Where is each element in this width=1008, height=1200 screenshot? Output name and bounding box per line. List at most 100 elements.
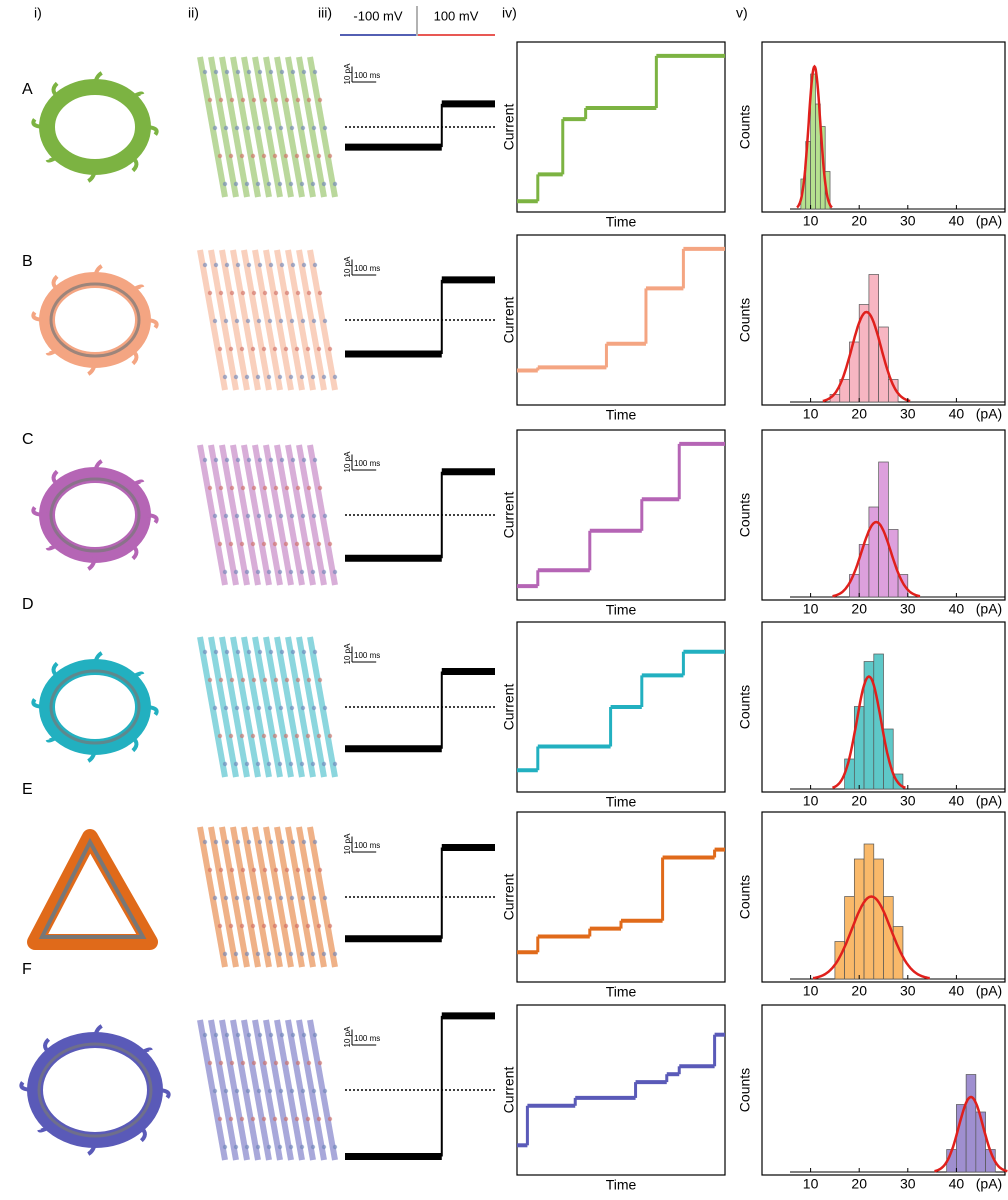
protein-side-view: [197, 444, 338, 586]
histogram-bar: [863, 843, 875, 980]
x-tick-label: 10: [803, 213, 819, 229]
side-chain: [279, 457, 285, 463]
side-chain: [321, 951, 327, 957]
side-chain: [239, 923, 245, 929]
beta-strand: [230, 56, 261, 198]
x-tick-label: 40: [949, 793, 965, 809]
side-chain: [256, 705, 262, 711]
beta-strand: [307, 249, 338, 391]
side-chain: [316, 1116, 322, 1122]
protein-loop: [127, 284, 145, 294]
side-chain: [311, 895, 317, 901]
side-chain: [266, 951, 272, 957]
protein-loop: [127, 153, 139, 173]
beta-strand: [296, 826, 327, 968]
beta-strand: [219, 1019, 250, 1161]
histogram-bar: [868, 506, 879, 598]
row-label: C: [22, 431, 34, 448]
side-chain: [251, 97, 257, 103]
beta-strand: [263, 826, 294, 968]
side-chain: [310, 569, 316, 575]
side-chain: [245, 513, 251, 519]
plot-frame: [516, 41, 726, 213]
protein-loop: [127, 346, 139, 366]
side-chain: [310, 761, 316, 767]
side-chain: [272, 346, 278, 352]
side-chain: [246, 69, 252, 75]
x-tick-label: 20: [851, 601, 867, 617]
voltage-label: -100 mV: [353, 8, 402, 23]
protein-ring: [49, 282, 141, 358]
beta-strand: [252, 444, 283, 586]
side-chain: [310, 181, 316, 187]
side-chain: [272, 1116, 278, 1122]
side-chain: [306, 485, 312, 491]
gaussian-fit: [796, 64, 833, 209]
side-chain: [278, 513, 284, 519]
side-chain: [283, 1116, 289, 1122]
protein-loop: [43, 1037, 54, 1057]
side-chain: [224, 839, 230, 845]
side-chain: [233, 1144, 239, 1150]
x-axis-label: Time: [606, 794, 637, 810]
column-label: v): [736, 5, 748, 21]
side-chain: [223, 705, 229, 711]
scale-label: 100 ms: [354, 459, 380, 468]
side-chain: [277, 1144, 283, 1150]
side-chain: [311, 318, 317, 324]
side-chain: [234, 318, 240, 324]
row-label: F: [22, 961, 32, 978]
side-chain: [301, 457, 307, 463]
beta-strand: [296, 56, 327, 198]
side-chain: [240, 290, 246, 296]
side-chain: [317, 1060, 323, 1066]
beta-strand: [263, 249, 294, 391]
side-chain: [255, 1144, 261, 1150]
side-chain: [250, 733, 256, 739]
side-chain: [327, 541, 333, 547]
protein-top-view: [31, 71, 159, 183]
side-chain: [295, 677, 301, 683]
side-chain: [266, 1144, 272, 1150]
row-label: D: [22, 596, 34, 613]
side-chain: [312, 262, 318, 268]
histogram-bar: [888, 529, 899, 598]
x-axis-label: Time: [606, 1177, 637, 1193]
side-chain: [213, 1032, 219, 1038]
histogram-bar: [975, 1111, 986, 1173]
beta-strand: [241, 249, 272, 391]
side-chain: [321, 374, 327, 380]
side-chain: [255, 374, 261, 380]
side-chain: [290, 649, 296, 655]
side-chain: [317, 97, 323, 103]
protein-side-view: [197, 249, 338, 391]
side-chain: [267, 1088, 273, 1094]
side-chain: [256, 125, 262, 131]
side-chain: [228, 733, 234, 739]
side-chain: [255, 761, 261, 767]
side-chain: [213, 839, 219, 845]
side-chain: [311, 1088, 317, 1094]
x-tick-label: 30: [900, 406, 916, 422]
protein-loop: [45, 541, 63, 551]
column-label: i): [34, 5, 42, 21]
histogram-bar: [844, 758, 855, 790]
side-chain: [212, 318, 218, 324]
side-chain: [310, 374, 316, 380]
x-axis-label: Time: [606, 407, 637, 423]
side-chain: [266, 181, 272, 187]
side-chain: [228, 346, 234, 352]
x-tick-label: 40: [949, 1176, 965, 1192]
side-chain: [262, 867, 268, 873]
beta-strand: [197, 56, 228, 198]
side-chain: [240, 1060, 246, 1066]
side-chain: [229, 485, 235, 491]
side-chain: [277, 569, 283, 575]
side-chain: [284, 677, 290, 683]
side-chain: [316, 733, 322, 739]
scale-label: 100 ms: [354, 1034, 380, 1043]
row-label: B: [22, 253, 33, 270]
side-chain: [245, 318, 251, 324]
protein-loop: [93, 459, 103, 476]
beta-strand: [296, 249, 327, 391]
